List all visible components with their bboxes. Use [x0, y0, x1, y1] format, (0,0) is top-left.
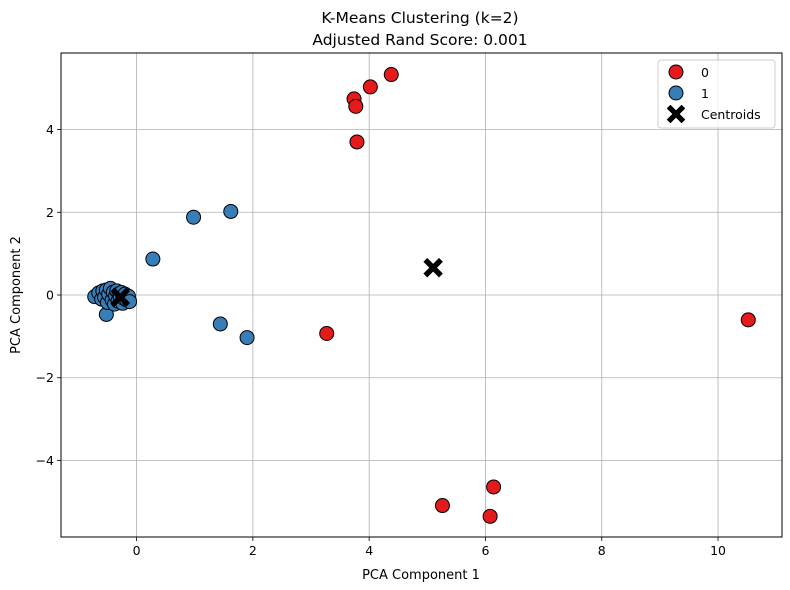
legend-label-0: 0 [701, 65, 709, 80]
chart-title: K-Means Clustering (k=2) [321, 9, 518, 27]
y-tick-label: 0 [46, 288, 54, 303]
cluster-1-point [239, 330, 255, 346]
x-axis-label: PCA Component 1 [362, 568, 480, 583]
cluster-0-point [482, 508, 498, 524]
cluster-1-point [145, 251, 161, 267]
cluster-1-point [212, 316, 228, 332]
x-tick-label: 10 [710, 543, 726, 558]
legend: 0 1 Centroids [657, 59, 776, 129]
grid [61, 53, 782, 537]
legend-marker-0 [668, 64, 684, 80]
y-tick-label: 2 [46, 205, 54, 220]
cluster-0-point [319, 325, 335, 341]
y-tick-label: 4 [46, 122, 54, 137]
cluster-0-point [362, 79, 378, 95]
x-tick-label: 6 [481, 543, 489, 558]
y-axis-label: PCA Component 2 [9, 236, 24, 354]
x-tick-label: 4 [365, 543, 373, 558]
legend-marker-1 [668, 85, 684, 101]
x-tick-label: 0 [133, 543, 141, 558]
cluster-0-point [349, 134, 365, 150]
y-tick-label: −4 [36, 453, 54, 468]
cluster-0-point [486, 479, 502, 495]
cluster-1-point [186, 209, 202, 225]
cluster-0-point [348, 98, 364, 114]
legend-box [657, 59, 776, 129]
cluster-0-point [434, 498, 450, 514]
centroid-point [423, 257, 443, 278]
cluster-0-point [740, 312, 756, 328]
cluster-1-point [223, 203, 239, 219]
y-tick-label: −2 [36, 370, 54, 385]
legend-label-1: 1 [701, 86, 709, 101]
legend-label-centroids: Centroids [701, 107, 761, 122]
cluster-0-point [383, 67, 399, 83]
data-points [87, 67, 756, 524]
legend-centroid-x [666, 104, 686, 124]
ticks: 0 2 4 6 8 10 −4 −2 0 2 4 [36, 122, 726, 558]
legend-marker-centroids [666, 104, 686, 124]
x-tick-label: 8 [598, 543, 606, 558]
centroid-point [110, 287, 131, 307]
x-tick-label: 2 [249, 543, 257, 558]
chart-subtitle: Adjusted Rand Score: 0.001 [312, 31, 527, 49]
